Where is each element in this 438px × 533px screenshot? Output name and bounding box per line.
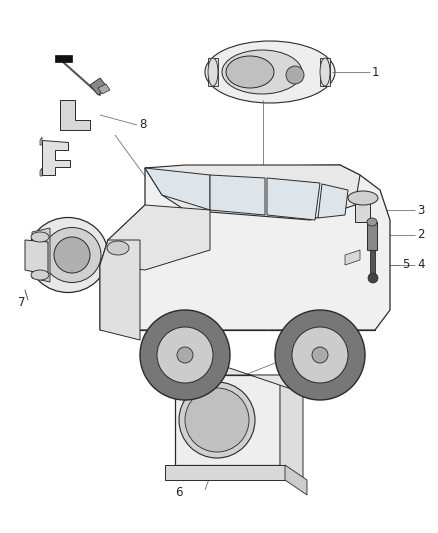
Polygon shape <box>100 240 140 340</box>
Polygon shape <box>100 205 210 270</box>
Text: 2: 2 <box>417 229 424 241</box>
Polygon shape <box>100 165 390 330</box>
Polygon shape <box>208 58 218 86</box>
Polygon shape <box>345 250 360 265</box>
Ellipse shape <box>31 270 49 280</box>
Ellipse shape <box>320 58 330 86</box>
Circle shape <box>292 327 348 383</box>
Polygon shape <box>40 168 42 176</box>
Text: 8: 8 <box>139 118 146 132</box>
Polygon shape <box>90 78 108 95</box>
Ellipse shape <box>226 56 274 88</box>
Polygon shape <box>280 375 303 480</box>
Circle shape <box>312 347 328 363</box>
Polygon shape <box>32 228 50 282</box>
Polygon shape <box>367 222 377 250</box>
Circle shape <box>177 347 193 363</box>
Polygon shape <box>267 178 320 220</box>
Polygon shape <box>165 465 285 480</box>
Polygon shape <box>210 175 265 215</box>
Text: 7: 7 <box>18 295 25 309</box>
Ellipse shape <box>31 232 49 242</box>
Ellipse shape <box>107 241 129 255</box>
Ellipse shape <box>222 50 302 94</box>
Circle shape <box>140 310 230 400</box>
Ellipse shape <box>367 218 377 226</box>
Ellipse shape <box>205 41 335 103</box>
Circle shape <box>157 327 213 383</box>
Polygon shape <box>370 250 375 278</box>
Polygon shape <box>318 184 348 218</box>
Text: 1: 1 <box>372 66 379 78</box>
Polygon shape <box>145 168 210 210</box>
Circle shape <box>179 382 255 458</box>
Polygon shape <box>320 58 330 86</box>
Circle shape <box>368 273 378 283</box>
Polygon shape <box>285 465 307 495</box>
Polygon shape <box>175 375 280 465</box>
Ellipse shape <box>28 217 108 293</box>
Polygon shape <box>60 100 90 130</box>
Circle shape <box>54 237 90 273</box>
Circle shape <box>286 66 304 84</box>
Polygon shape <box>175 357 303 393</box>
Circle shape <box>275 310 365 400</box>
Polygon shape <box>145 165 360 220</box>
Text: 6: 6 <box>175 487 183 499</box>
Ellipse shape <box>43 228 101 282</box>
Polygon shape <box>40 137 42 145</box>
Text: 4: 4 <box>417 259 424 271</box>
Circle shape <box>185 388 249 452</box>
Polygon shape <box>55 55 72 62</box>
Polygon shape <box>42 140 70 175</box>
Ellipse shape <box>348 191 378 205</box>
Text: 3: 3 <box>417 204 424 216</box>
Text: 5: 5 <box>402 259 410 271</box>
Polygon shape <box>25 240 48 275</box>
Polygon shape <box>98 84 110 94</box>
Polygon shape <box>355 198 370 222</box>
Ellipse shape <box>208 58 218 86</box>
